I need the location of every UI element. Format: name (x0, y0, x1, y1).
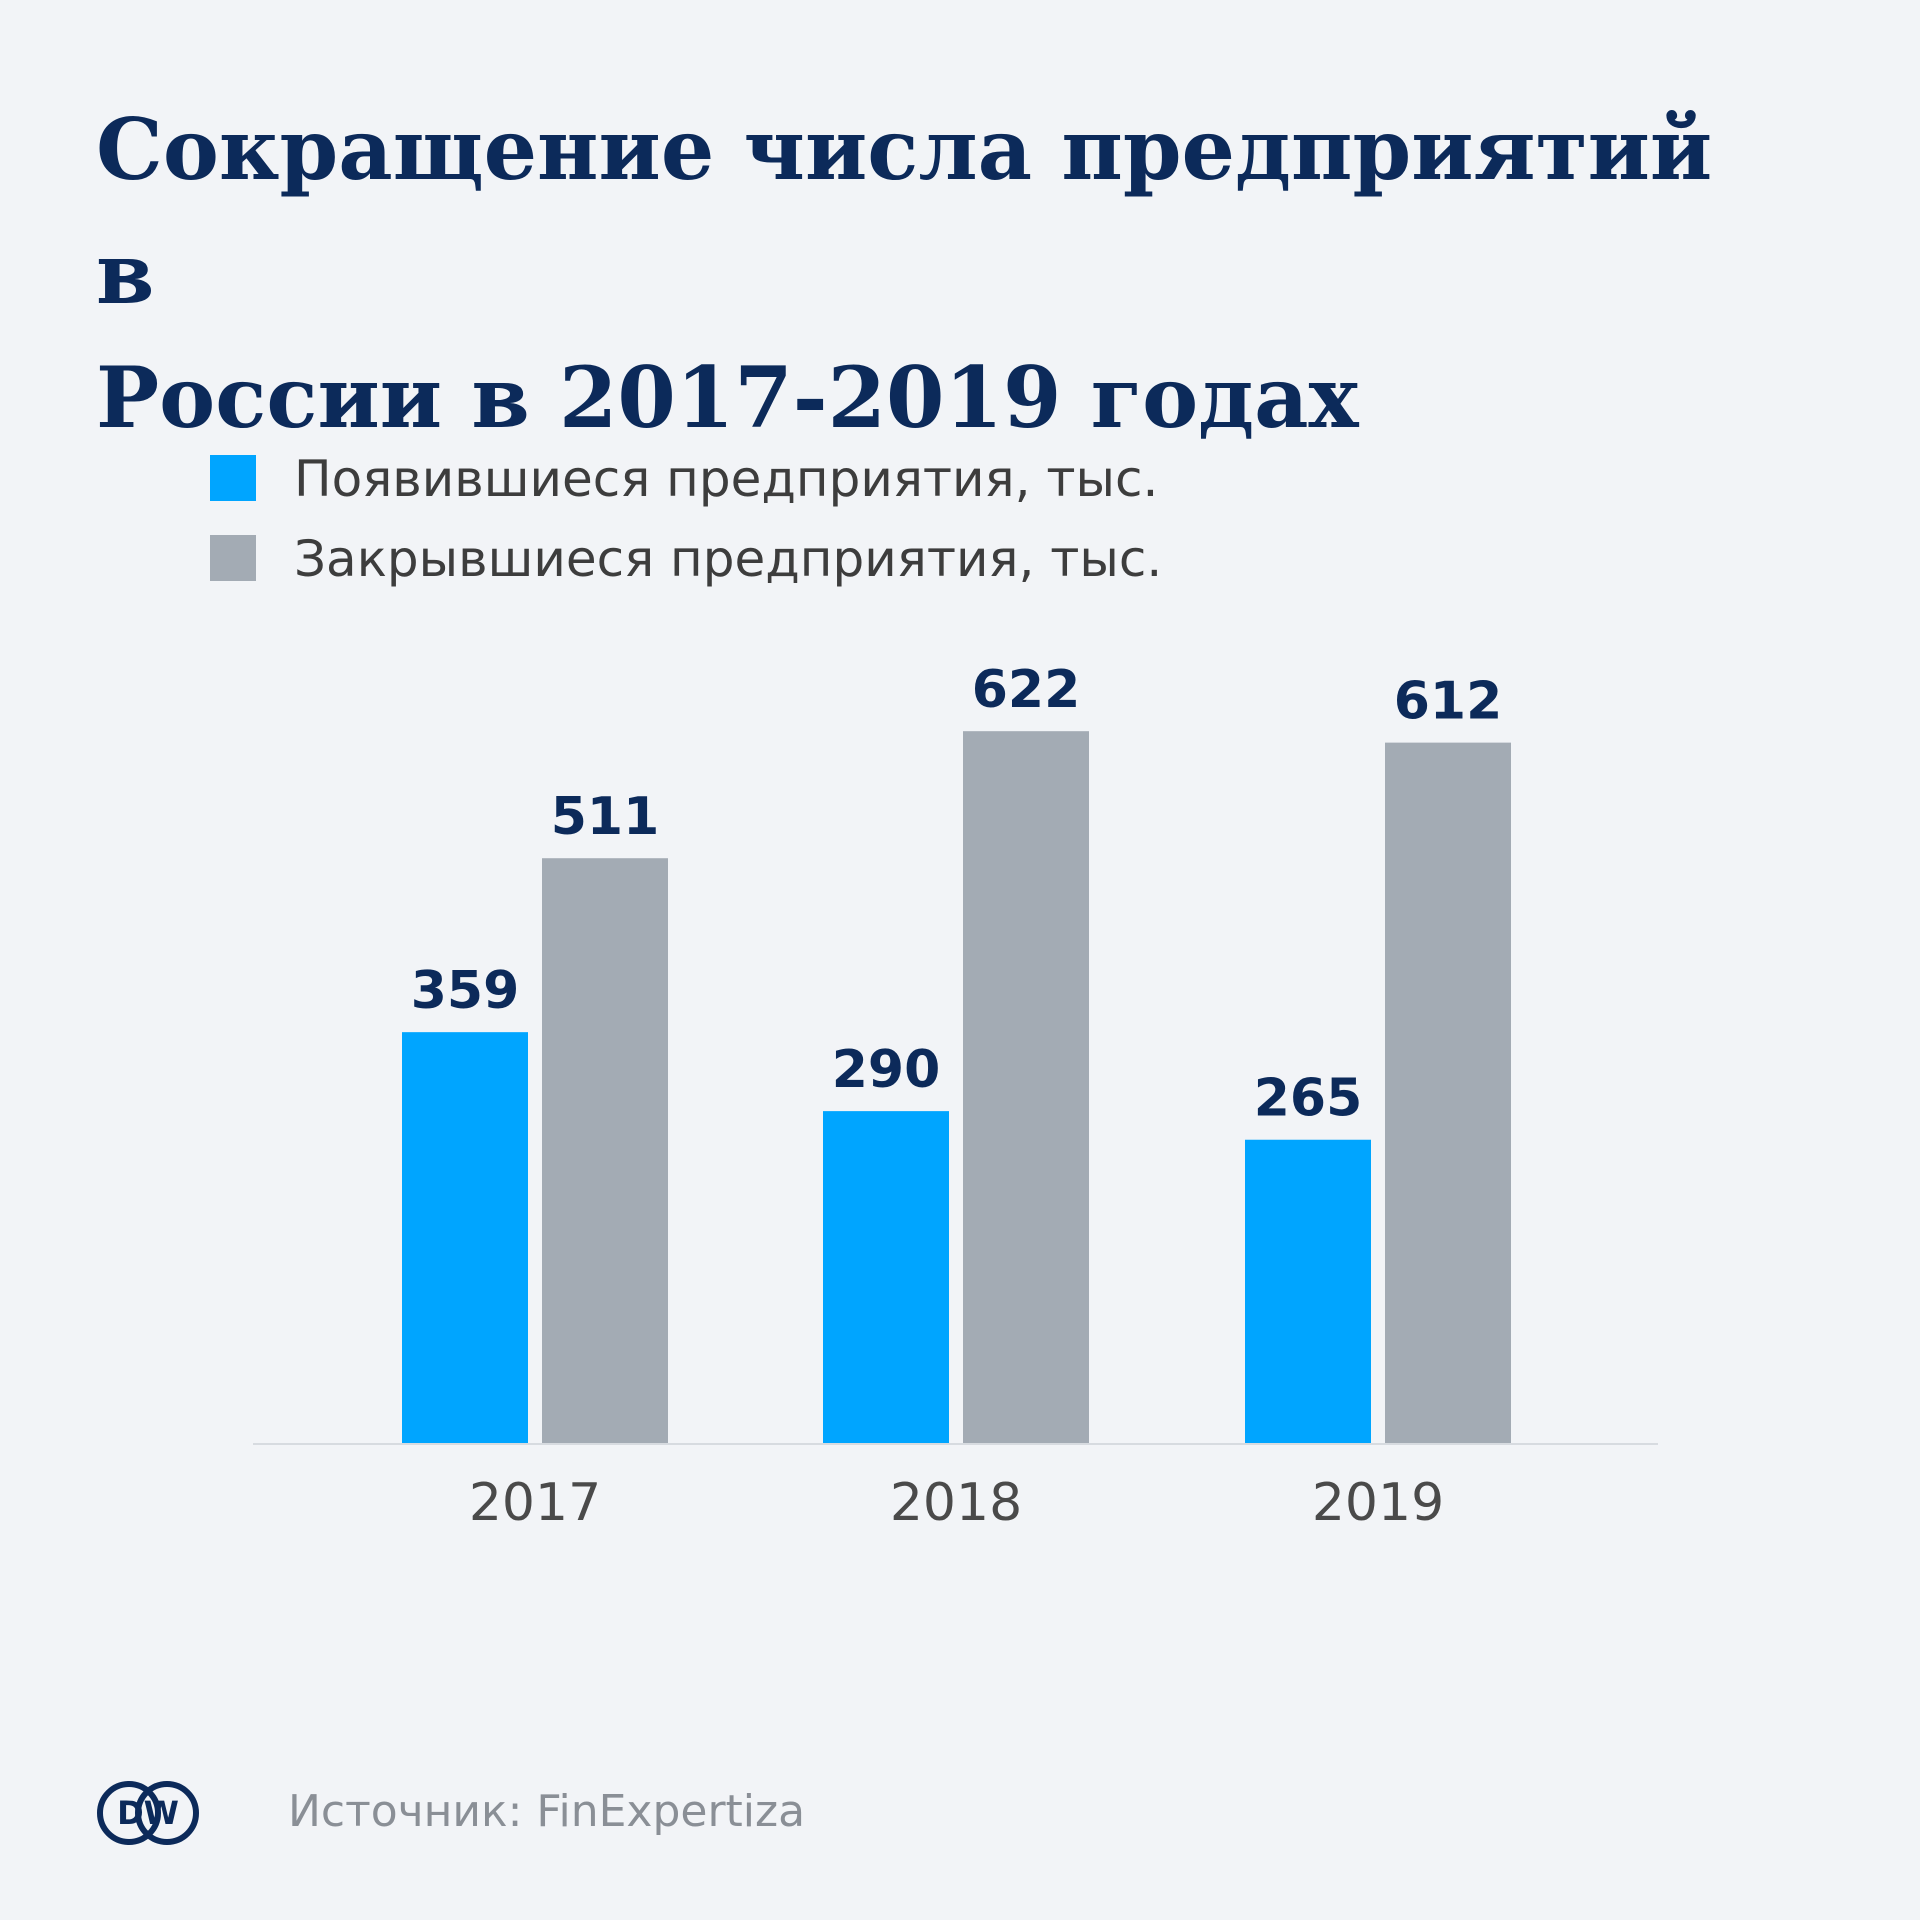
data-label-opened-2017: 359 (411, 961, 520, 1021)
data-label-opened-2019: 265 (1254, 1069, 1363, 1129)
bar-opened-2018 (823, 1111, 949, 1443)
data-label-closed-2018: 622 (972, 660, 1081, 720)
chart-title-line-2: России в 2017-2019 годах (96, 348, 1359, 447)
legend-label-opened: Появившиеся предприятия, тыс. (294, 450, 1159, 508)
x-tick-label-2019: 2019 (1312, 1473, 1444, 1533)
dw-logo-circle-right (135, 1781, 199, 1845)
x-tick-label-2017: 2017 (469, 1473, 601, 1533)
footer: DW Источник: FinExpertiza (96, 1780, 1496, 1850)
chart-title-line-1: Сокращение числа предприятий в (96, 100, 1713, 323)
legend-label-closed: Закрывшиеся предприятия, тыс. (294, 530, 1163, 588)
chart-title: Сокращение числа предприятий в России в … (96, 88, 1796, 460)
dw-logo: DW (97, 1781, 199, 1845)
x-tick-label-2018: 2018 (890, 1473, 1022, 1533)
dw-logo-circle-left (97, 1781, 161, 1845)
bar-opened-2017 (402, 1032, 528, 1443)
bar-opened-2019 (1245, 1139, 1371, 1443)
legend-swatch-opened (210, 455, 256, 501)
source-text: Источник: FinExpertiza (288, 1786, 806, 1837)
dw-logo-text: DW (117, 1794, 179, 1832)
bar-closed-2018 (963, 731, 1089, 1443)
bar-closed-2019 (1385, 742, 1511, 1443)
data-label-opened-2018: 290 (832, 1040, 941, 1100)
legend-swatch-closed (210, 535, 256, 581)
data-label-closed-2017: 511 (551, 787, 660, 847)
bar-closed-2017 (542, 858, 668, 1443)
data-label-closed-2019: 612 (1394, 672, 1503, 732)
